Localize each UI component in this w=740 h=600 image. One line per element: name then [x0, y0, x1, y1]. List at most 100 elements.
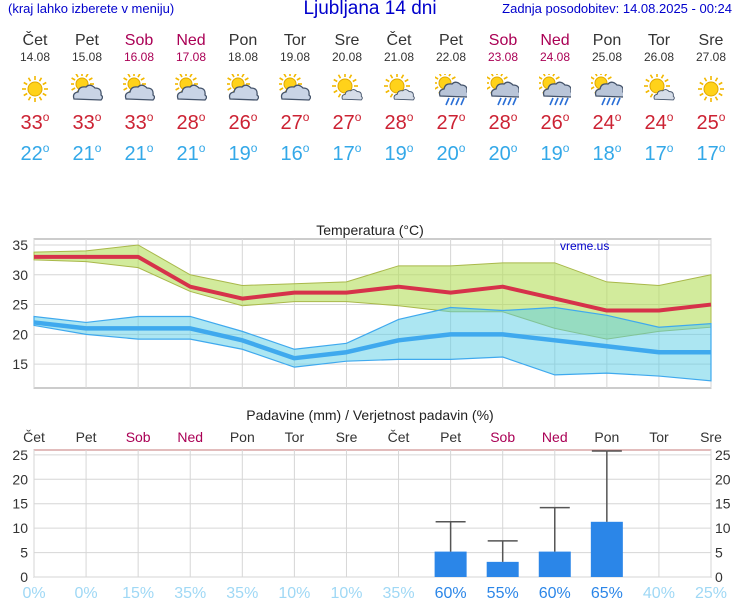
min-temp: 16o [280, 141, 310, 165]
min-temp: 22o [20, 141, 50, 165]
sun-rain-icon [589, 71, 626, 106]
precip-day-label: Pet [76, 429, 97, 445]
day-column: Sre 27.08 25o 17o [685, 32, 737, 165]
max-temp: 33o [124, 110, 154, 134]
watermark: vreme.us [560, 239, 609, 253]
day-name: Tor [283, 32, 307, 49]
day-name: Čet [22, 32, 48, 49]
max-temp: 25o [696, 110, 726, 134]
precip-day-label: Čet [23, 429, 45, 445]
precip-probability: 40% [643, 585, 675, 600]
day-date: 25.08 [591, 50, 623, 64]
precip-day-label: Pet [440, 429, 461, 445]
partly-cloudy-icon [70, 72, 104, 104]
sun-cloud-icon [331, 73, 363, 104]
min-temp: 17o [332, 141, 362, 165]
precip-day-label: Ned [177, 429, 203, 445]
y-tick-label-left: 20 [12, 471, 28, 487]
min-temp: 18o [592, 141, 622, 165]
min-temp: 19o [384, 141, 414, 165]
max-temp: 26o [540, 110, 570, 134]
y-tick-label-left: 15 [12, 496, 28, 512]
day-name: Sre [698, 32, 724, 49]
day-column: Ned 17.08 28o 21o [165, 32, 217, 165]
day-name: Pet [74, 32, 99, 49]
min-temp: 21o [72, 141, 102, 165]
max-temp: 28o [384, 110, 414, 134]
precip-probability: 35% [174, 585, 206, 600]
y-tick-label-right: 5 [715, 545, 723, 561]
day-column: Čet 14.08 33o 22o [9, 32, 61, 165]
day-date: 24.08 [539, 50, 571, 64]
min-temp: 19o [540, 141, 570, 165]
day-column: Pon 18.08 26o 19o [217, 32, 269, 165]
precip-bar [538, 551, 571, 577]
day-date: 26.08 [643, 50, 675, 64]
precip-day-label: Tor [285, 429, 305, 445]
partly-cloudy-icon [278, 72, 312, 104]
precip-probability: 35% [383, 585, 415, 600]
y-tick-label: 15 [12, 356, 28, 372]
day-column: Pet 15.08 33o 21o [61, 32, 113, 165]
precip-day-label: Pon [594, 429, 619, 445]
y-tick-label-right: 20 [715, 471, 731, 487]
y-tick-label: 35 [12, 237, 28, 253]
day-name: Sob [124, 32, 154, 49]
day-date: 14.08 [19, 50, 51, 64]
precip-probability: 65% [591, 585, 623, 600]
max-temp: 26o [228, 110, 258, 134]
sun-cloud-icon [383, 73, 415, 104]
partly-cloudy-icon [226, 72, 260, 104]
sun-icon [695, 74, 727, 104]
day-date: 16.08 [123, 50, 155, 64]
precip-probability: 60% [435, 585, 467, 600]
y-tick-label: 30 [12, 267, 28, 283]
y-tick-label-right: 0 [715, 569, 723, 585]
y-tick-label: 20 [12, 326, 28, 342]
precip-probability: 10% [278, 585, 310, 600]
max-temp: 24o [592, 110, 622, 134]
min-temp: 17o [696, 141, 726, 165]
precip-probability: 25% [695, 585, 727, 600]
precip-probability: 0% [22, 585, 45, 600]
day-name: Ned [176, 32, 206, 49]
day-date: 20.08 [331, 50, 363, 64]
day-date: 22.08 [435, 50, 467, 64]
precip-probability: 15% [122, 585, 154, 600]
precip-day-label: Sre [336, 429, 358, 445]
precip-probability: 10% [330, 585, 362, 600]
max-temp: 33o [72, 110, 102, 134]
page-title: Ljubljana 14 dni [303, 0, 437, 19]
precip-probability: 0% [75, 585, 98, 600]
max-temp: 28o [176, 110, 206, 134]
precip-probability: 55% [487, 585, 519, 600]
last-update: Zadnja posodobitev: 14.08.2025 - 00:24 [502, 1, 732, 16]
partly-cloudy-icon [174, 72, 208, 104]
y-tick-label-right: 10 [715, 520, 731, 536]
day-column: Pon 25.08 24o 18o [581, 32, 633, 165]
day-date: 18.08 [227, 50, 259, 64]
min-temp: 20o [436, 141, 466, 165]
min-temp: 21o [124, 141, 154, 165]
forecast-charts: Temperatura (°C) 15 20 25 30 35 vreme.us Padavi… [12, 222, 731, 600]
precip-day-label: Čet [388, 429, 410, 445]
day-name: Pet [438, 32, 463, 49]
precip-day-label: Sob [126, 429, 151, 445]
precip-bar [486, 561, 519, 577]
daily-forecast: Čet 14.08 33o 22o Pet 15.08 33o 21o Sob 16.08 33o 2… [9, 32, 737, 172]
day-name: Sre [334, 32, 360, 49]
day-column: Sre 20.08 27o 17o [321, 32, 373, 165]
y-tick-label-left: 0 [20, 569, 28, 585]
day-column: Tor 26.08 24o 17o [633, 32, 685, 165]
y-tick-label: 25 [12, 297, 28, 313]
y-tick-label-left: 10 [12, 520, 28, 536]
max-temp: 24o [644, 110, 674, 134]
min-temp-line [33, 320, 711, 361]
min-temp: 17o [644, 141, 674, 165]
day-date: 21.08 [383, 50, 415, 64]
sun-cloud-icon [643, 73, 675, 104]
day-column: Ned 24.08 26o 19o [529, 32, 581, 165]
day-name: Tor [647, 32, 671, 49]
day-name: Ned [540, 32, 570, 49]
sun-rain-icon [485, 71, 522, 106]
